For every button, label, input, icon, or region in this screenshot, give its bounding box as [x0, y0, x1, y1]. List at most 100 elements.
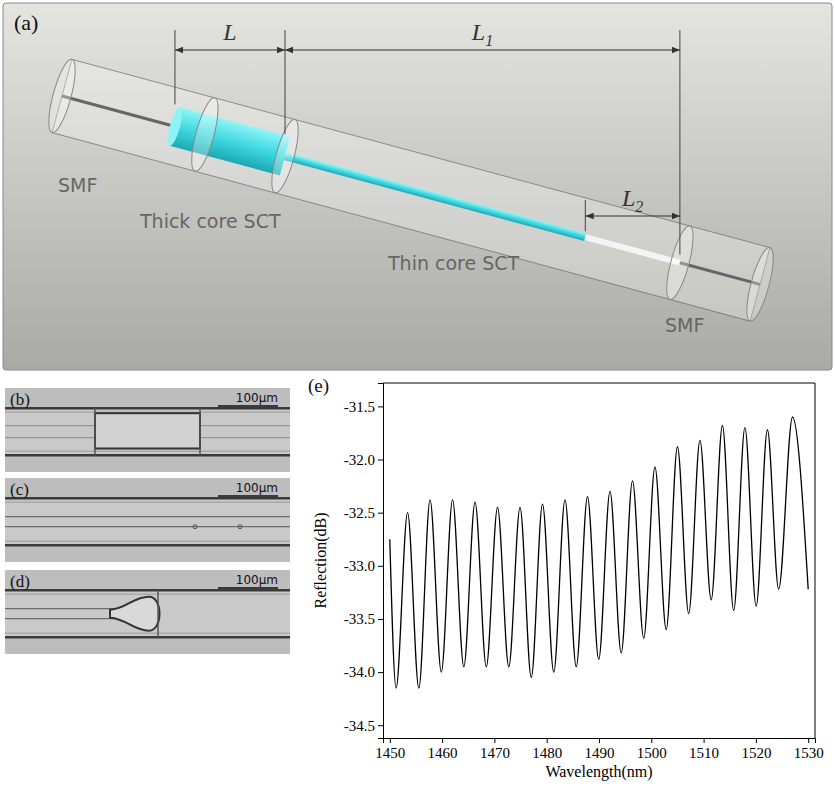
micrograph: (c)100μm — [5, 478, 290, 562]
smf-core — [62, 96, 175, 126]
x-tick-label: 1480 — [532, 745, 562, 761]
y-tick-label: -34.5 — [344, 718, 375, 734]
panel-e: 145014601470148014901500151015201530-31.… — [308, 375, 824, 781]
scale-bar-label: 100μm — [236, 573, 278, 587]
x-tick-mark — [808, 738, 809, 743]
core-line — [5, 526, 290, 527]
dimension-arrow — [285, 49, 680, 50]
fiber-edge-inner — [5, 633, 290, 634]
x-tick-label: 1470 — [480, 745, 510, 761]
x-tick-label: 1460 — [428, 745, 458, 761]
plot-background — [383, 383, 815, 738]
fiber-edge-inner — [5, 451, 290, 452]
dimension-label: L2 — [621, 185, 643, 215]
y-tick-mark — [378, 619, 383, 620]
y-tick-mark — [378, 725, 383, 726]
micrograph-background — [5, 388, 290, 472]
extension-line — [174, 30, 175, 104]
micrograph: (b)100μm — [5, 388, 290, 472]
y-tick: -33.5 — [344, 611, 383, 627]
y-tick-label: -33.5 — [344, 611, 375, 627]
thin-core — [284, 152, 586, 241]
particle — [238, 525, 242, 529]
fiber — [43, 57, 778, 323]
scale-bar — [218, 405, 278, 407]
spectrum-line — [390, 417, 808, 688]
plot-marks — [390, 417, 808, 688]
fiber-body — [5, 590, 290, 637]
core-line — [5, 618, 115, 619]
splice-line — [94, 408, 96, 455]
x-tick: 1510 — [689, 738, 719, 761]
splice — [43, 57, 80, 135]
y-tick-mark — [378, 672, 383, 673]
extension-line — [679, 30, 680, 255]
micrograph-background — [5, 478, 290, 562]
fiber-edge — [5, 589, 290, 592]
splice-line — [199, 408, 201, 455]
scale-bar-label: 100μm — [236, 391, 278, 405]
y-tick: -33.0 — [344, 558, 383, 574]
y-tick: -34.0 — [344, 664, 383, 680]
dimension-label: L — [222, 19, 236, 45]
x-tick: 1520 — [741, 738, 771, 761]
fiber-body — [5, 408, 290, 455]
y-tick-label: -32.5 — [344, 505, 375, 521]
scale-bar — [218, 495, 278, 497]
fiber-edge-inner — [5, 594, 290, 595]
plot-frame — [815, 383, 816, 738]
x-tick: 1450 — [375, 738, 405, 761]
x-tick: 1530 — [794, 738, 824, 761]
y-tick: -34.5 — [344, 718, 383, 734]
x-tick: 1470 — [480, 738, 510, 761]
x-tick-mark — [547, 738, 548, 743]
x-tick: 1500 — [637, 738, 667, 761]
y-tick-label: -34.0 — [344, 664, 375, 680]
y-axis: -31.5 -32.0 -32.5 -33.0 -33.5 -34.0 -34.5 — [344, 384, 384, 739]
y-tick-label: -32.0 — [344, 452, 375, 468]
fiber-edge — [5, 454, 290, 457]
dimension-label: L1 — [471, 19, 493, 49]
y-axis-title: Reflection(dB) — [312, 513, 330, 609]
part-label: SMF — [58, 174, 97, 196]
figure: (a)LL1L2SMFThick core SCTThin core SCTSM… — [0, 0, 835, 786]
x-tick-label: 1450 — [375, 745, 405, 761]
panel-label: (d) — [10, 572, 30, 591]
plot-frame — [383, 383, 815, 384]
y-tick-label: -31.5 — [344, 399, 375, 415]
x-tick-mark — [756, 738, 757, 743]
micrograph-background — [5, 570, 290, 654]
hollow-section — [585, 234, 681, 265]
fiber-edge — [5, 636, 290, 639]
part-label: Thick core SCT — [139, 210, 281, 232]
x-tick-mark — [442, 738, 443, 743]
extension-line — [285, 30, 286, 134]
thick-core-end — [165, 106, 185, 147]
x-tick-label: 1510 — [689, 745, 719, 761]
x-axis: 145014601470148014901500151015201530 — [375, 738, 823, 761]
panel-label: (e) — [308, 375, 329, 397]
x-tick-mark — [704, 738, 705, 743]
dimension-subscript: 2 — [635, 198, 643, 215]
x-tick-mark — [390, 738, 391, 743]
dimension-arrow — [175, 49, 285, 50]
splice — [741, 245, 778, 323]
y-axis-line — [378, 384, 384, 739]
x-tick-label: 1530 — [794, 745, 824, 761]
x-tick: 1460 — [428, 738, 458, 761]
y-tick-mark — [378, 513, 383, 514]
splice-line — [157, 590, 159, 637]
fiber-edge — [5, 497, 290, 500]
panel-background — [3, 3, 832, 370]
fiber-edge-inner — [5, 502, 290, 503]
bubble — [110, 597, 160, 631]
scale-bar-label: 100μm — [236, 481, 278, 495]
x-axis-line — [384, 739, 816, 744]
part-label: SMF — [665, 314, 704, 336]
y-tick-mark — [378, 566, 383, 567]
x-tick-mark — [494, 738, 495, 743]
splice — [186, 96, 223, 174]
capillary — [52, 59, 770, 321]
scale-bar — [218, 587, 278, 589]
x-tick-label: 1500 — [637, 745, 667, 761]
